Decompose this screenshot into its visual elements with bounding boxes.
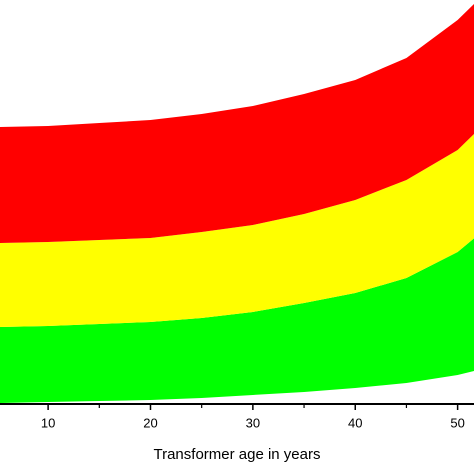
x-tick-label: 10 — [41, 415, 55, 430]
plot-area — [0, 4, 474, 404]
x-tick-label: 50 — [450, 415, 464, 430]
area — [0, 371, 474, 404]
area — [0, 4, 474, 243]
x-axis-label: Transformer age in years — [153, 446, 320, 463]
x-tick-label: 20 — [143, 415, 157, 430]
area — [0, 134, 474, 327]
x-tick-label: 30 — [246, 415, 260, 430]
x-tick-label: 40 — [348, 415, 362, 430]
area — [0, 238, 474, 403]
